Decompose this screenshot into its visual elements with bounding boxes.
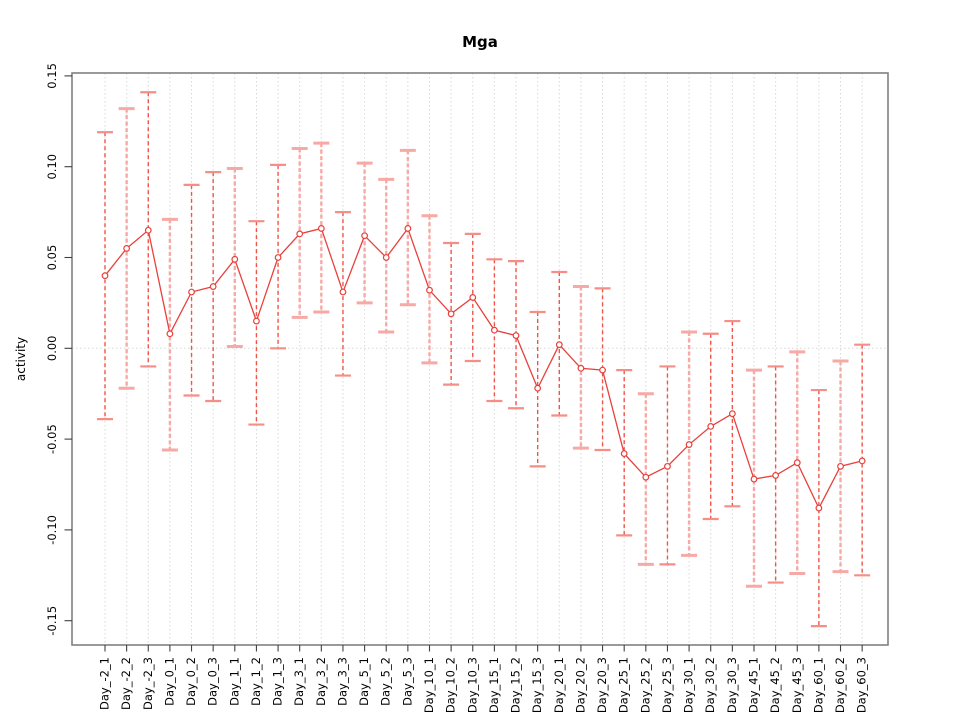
x-axis-tick-label: Day_30_2 <box>703 657 717 713</box>
data-point-marker <box>599 366 606 374</box>
x-axis-tick-label: Day_5_3 <box>400 657 414 706</box>
data-point-marker <box>793 459 801 467</box>
data-point-marker <box>534 384 542 392</box>
y-axis-tick-label: -0.05 <box>45 424 59 454</box>
x-axis-tick-label: Day_20_3 <box>595 657 609 713</box>
x-axis-tick-label: Day_25_3 <box>660 657 674 713</box>
x-axis-tick-label: Day_10_3 <box>465 657 479 713</box>
x-axis-tick-label: Day_1_1 <box>227 657 241 706</box>
x-axis-tick-label: Day_-2_3 <box>141 657 155 710</box>
data-point-marker <box>858 457 866 465</box>
gridlines <box>72 73 888 645</box>
x-axis-tick-label: Day_10_2 <box>444 657 458 713</box>
axis-tick-labels: 0.15 0.10 0.05 0.00 -0.05 -0.10 -0.15 Day_-2_1 D… <box>45 63 869 713</box>
axis-ticks <box>64 75 863 652</box>
data-point-marker <box>837 462 844 470</box>
x-axis-tick-label: Day_0_3 <box>206 657 220 706</box>
data-point-marker <box>620 450 628 458</box>
data-point-marker <box>447 310 455 318</box>
x-axis-tick-label: Day_15_3 <box>530 657 544 713</box>
plot-frame <box>71 72 889 646</box>
x-axis-tick-label: Day_5_1 <box>357 657 371 706</box>
x-axis-tick-label: Day_25_2 <box>638 657 652 713</box>
data-point-marker <box>685 441 693 448</box>
x-axis-tick-label: Day_45_1 <box>746 657 760 713</box>
data-point-marker <box>426 286 433 294</box>
y-axis-tick-label: -0.15 <box>45 606 59 636</box>
data-point-marker <box>707 422 715 430</box>
x-axis-tick-label: Day_5_2 <box>379 657 393 706</box>
data-point-marker <box>469 294 477 301</box>
y-axis-tick-label: 0.10 <box>45 154 59 180</box>
x-axis-tick-label: Day_0_2 <box>184 657 198 706</box>
data-point-marker <box>166 330 174 338</box>
data-point-marker <box>361 232 368 240</box>
x-axis-tick-label: Day_60_3 <box>855 657 869 713</box>
data-point-marker <box>728 410 736 418</box>
x-axis-tick-label: Day_45_2 <box>768 657 782 713</box>
data-point-marker <box>209 283 217 290</box>
data-point-marker <box>555 341 563 349</box>
x-axis-tick-label: Day_0_1 <box>162 657 176 706</box>
chart-title: Mga <box>462 33 498 51</box>
x-axis-tick-label: Day_1_3 <box>271 657 285 706</box>
series-polyline <box>104 227 863 510</box>
x-axis-tick-label: Day_3_1 <box>292 657 306 706</box>
x-axis-tick-label: Day_1_2 <box>249 657 263 706</box>
data-point-marker <box>101 272 109 280</box>
data-point-marker <box>664 462 671 470</box>
data-point-marker <box>750 475 758 483</box>
data-points <box>101 225 866 512</box>
x-axis-tick-label: Day_15_1 <box>487 657 501 713</box>
data-point-marker <box>404 225 412 232</box>
data-point-marker <box>317 225 325 232</box>
data-point-marker <box>642 473 650 481</box>
y-axis-title: activity <box>14 337 28 381</box>
data-point-marker <box>339 288 347 296</box>
x-axis-tick-label: Day_20_1 <box>552 657 566 713</box>
data-point-marker <box>188 288 195 296</box>
data-point-marker <box>815 504 823 512</box>
data-point-marker <box>512 332 520 339</box>
data-point-marker <box>772 472 780 479</box>
y-axis-tick-label: 0.00 <box>45 335 59 361</box>
data-point-marker <box>296 230 304 238</box>
series-line <box>104 227 863 510</box>
x-axis-tick-label: Day_3_3 <box>335 657 349 706</box>
x-axis-tick-label: Day_15_2 <box>509 657 523 713</box>
x-axis-tick-label: Day_10_1 <box>422 657 436 713</box>
plot-box <box>71 72 889 646</box>
y-axis-tick-label: 0.15 <box>45 63 59 89</box>
data-point-marker <box>123 245 131 252</box>
x-axis-tick-label: Day_25_1 <box>617 657 631 713</box>
y-axis-tick-label: -0.10 <box>45 515 59 545</box>
x-axis-tick-label: Day_45_3 <box>790 657 804 713</box>
data-point-marker <box>231 255 239 263</box>
x-axis-tick-label: Day_30_3 <box>725 657 739 713</box>
data-point-marker <box>144 226 152 234</box>
data-point-marker <box>382 254 390 261</box>
x-axis-tick-label: Day_-2_2 <box>119 657 133 710</box>
y-axis-tick-label: 0.05 <box>45 245 59 271</box>
x-axis-tick-label: Day_-2_1 <box>98 657 112 710</box>
x-axis-tick-label: Day_30_1 <box>682 657 696 713</box>
data-point-marker <box>577 364 585 372</box>
x-axis-tick-label: Day_3_2 <box>314 657 328 706</box>
data-point-marker <box>490 326 498 334</box>
x-axis-tick-label: Day_20_2 <box>573 657 587 713</box>
x-axis-tick-label: Day_60_2 <box>833 657 847 713</box>
data-point-marker <box>253 317 260 325</box>
x-axis-tick-label: Day_60_1 <box>811 657 825 713</box>
data-point-marker <box>274 254 282 261</box>
